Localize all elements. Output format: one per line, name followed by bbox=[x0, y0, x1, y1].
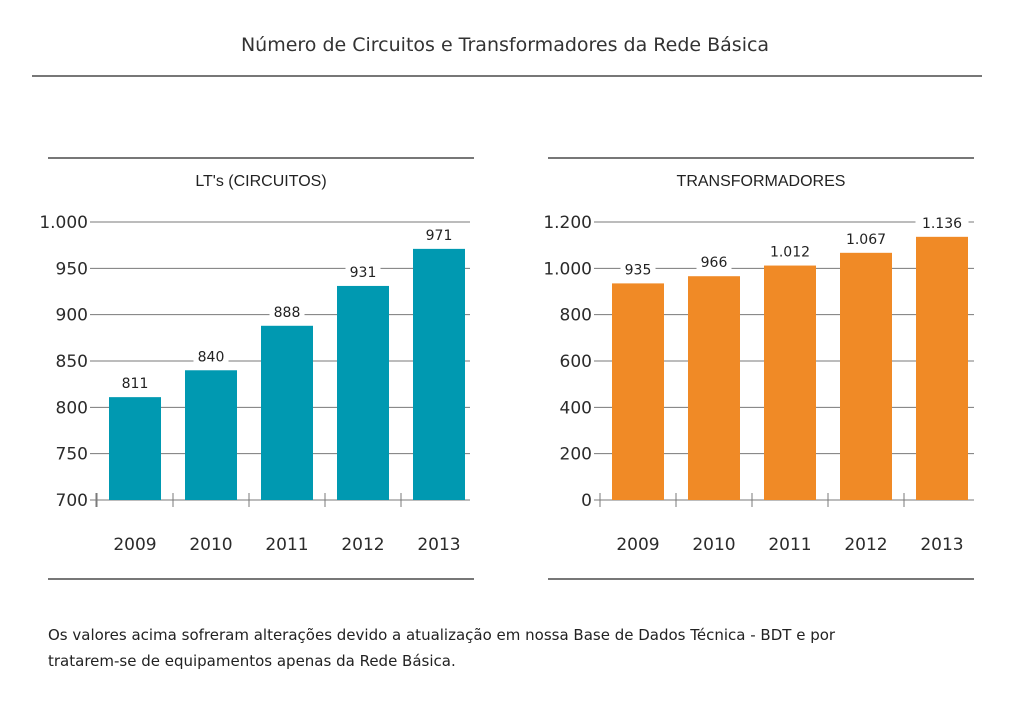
value-label-bg bbox=[839, 228, 893, 247]
y-tick-label: 1.200 bbox=[543, 213, 592, 233]
value-label-bg bbox=[620, 259, 656, 278]
bar bbox=[337, 285, 389, 500]
value-label: 1.136 bbox=[922, 216, 962, 232]
value-label-bg bbox=[345, 261, 381, 280]
bar bbox=[109, 397, 161, 500]
value-label-bg bbox=[269, 301, 305, 320]
value-label-bg bbox=[193, 346, 229, 365]
value-label: 966 bbox=[701, 255, 728, 271]
y-tick-label: 0 bbox=[581, 491, 592, 511]
value-label-bg bbox=[421, 224, 457, 243]
bar bbox=[688, 276, 740, 500]
y-tick-label: 700 bbox=[56, 491, 88, 511]
bar bbox=[612, 283, 664, 500]
chart-1-bottom-rule bbox=[48, 578, 474, 580]
bar bbox=[916, 236, 968, 500]
value-label: 840 bbox=[198, 349, 225, 365]
value-label: 888 bbox=[274, 305, 301, 321]
value-label-bg bbox=[763, 241, 817, 260]
value-label: 935 bbox=[625, 262, 652, 278]
value-label: 1.067 bbox=[846, 232, 886, 248]
y-tick-label: 400 bbox=[560, 398, 592, 418]
bar bbox=[261, 325, 313, 500]
value-label-bg bbox=[915, 212, 969, 231]
x-tick-label: 2011 bbox=[768, 535, 811, 555]
y-tick-label: 850 bbox=[56, 352, 88, 372]
chart-1-top-rule bbox=[48, 157, 474, 159]
bar bbox=[840, 252, 892, 500]
x-tick-label: 2013 bbox=[920, 535, 963, 555]
y-tick-label: 200 bbox=[560, 445, 592, 465]
x-tick-label: 2009 bbox=[113, 535, 156, 555]
circuitos-chart: 700 750 800 850 900 950 1.000 811 2009 840 2010 888… bbox=[39, 213, 470, 555]
value-label: 931 bbox=[350, 265, 377, 281]
page-title: Número de Circuitos e Transformadores da… bbox=[240, 34, 770, 56]
x-tick-label: 2009 bbox=[616, 535, 659, 555]
x-tick-label: 2012 bbox=[341, 535, 384, 555]
bar bbox=[413, 248, 465, 500]
value-label: 811 bbox=[122, 376, 149, 392]
bar bbox=[185, 370, 237, 500]
bar bbox=[764, 265, 816, 500]
transformadores-chart: 0 200 400 600 800 1.000 1.200 935 2009 966 2010 1.0… bbox=[543, 212, 974, 555]
value-label: 1.012 bbox=[770, 245, 810, 261]
chart-2-bottom-rule bbox=[548, 578, 974, 580]
chart-1-title: LT's (CIRCUITOS) bbox=[195, 173, 327, 190]
y-tick-label: 950 bbox=[56, 259, 88, 279]
x-tick-label: 2010 bbox=[189, 535, 232, 555]
x-tick-label: 2010 bbox=[692, 535, 735, 555]
y-tick-label: 1.000 bbox=[543, 259, 592, 279]
y-tick-label: 600 bbox=[560, 352, 592, 372]
x-tick-label: 2011 bbox=[265, 535, 308, 555]
footnote: Os valores acima sofreram alterações dev… bbox=[48, 622, 978, 674]
title-divider bbox=[32, 75, 982, 77]
footnote-line-2: tratarem-se de equipamentos apenas da Re… bbox=[48, 652, 456, 670]
y-tick-label: 900 bbox=[56, 306, 88, 326]
value-label-bg bbox=[696, 252, 732, 271]
value-label: 971 bbox=[426, 228, 453, 244]
y-tick-label: 800 bbox=[56, 398, 88, 418]
x-tick-label: 2013 bbox=[417, 535, 460, 555]
chart-2-top-rule bbox=[548, 157, 974, 159]
y-tick-label: 800 bbox=[560, 306, 592, 326]
footnote-line-1: Os valores acima sofreram alterações dev… bbox=[48, 626, 836, 644]
y-tick-label: 750 bbox=[56, 445, 88, 465]
value-label-bg bbox=[117, 373, 153, 392]
chart-2-title: TRANSFORMADORES bbox=[676, 173, 846, 190]
x-tick-label: 2012 bbox=[844, 535, 887, 555]
y-tick-label: 1.000 bbox=[39, 213, 88, 233]
